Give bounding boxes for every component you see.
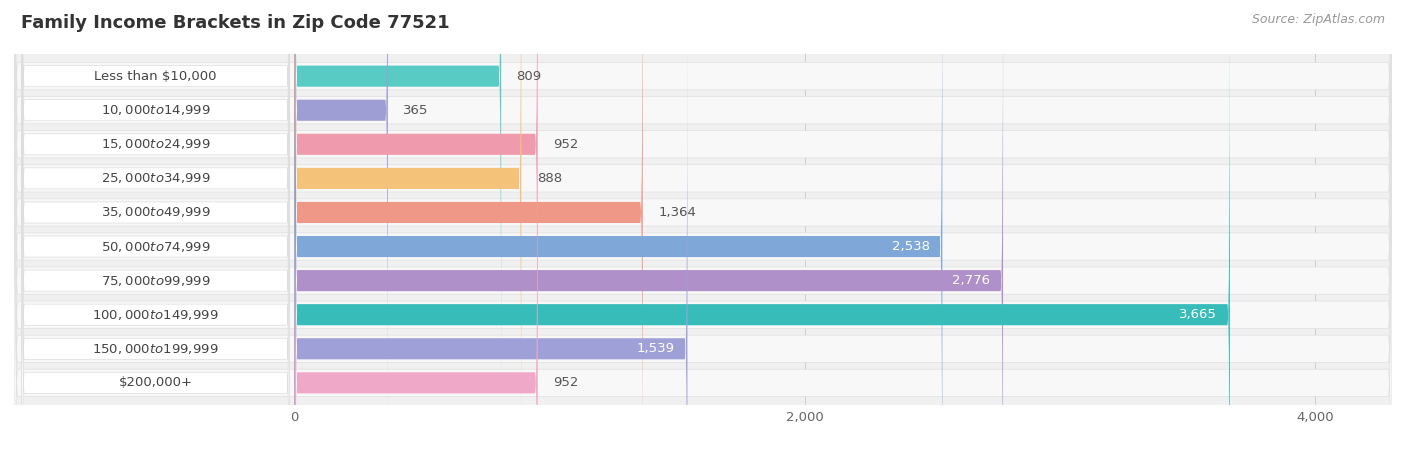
FancyBboxPatch shape [14,0,1392,450]
FancyBboxPatch shape [295,0,388,441]
FancyBboxPatch shape [21,0,290,441]
FancyBboxPatch shape [21,53,290,450]
FancyBboxPatch shape [21,0,290,450]
FancyBboxPatch shape [295,0,1002,450]
FancyBboxPatch shape [21,0,290,450]
Text: $200,000+: $200,000+ [118,376,193,389]
FancyBboxPatch shape [295,0,522,450]
FancyBboxPatch shape [295,0,537,450]
Text: $15,000 to $24,999: $15,000 to $24,999 [101,137,211,151]
Text: $100,000 to $149,999: $100,000 to $149,999 [93,308,219,322]
Text: 888: 888 [537,172,562,185]
Text: 1,539: 1,539 [637,342,675,355]
Text: 2,538: 2,538 [891,240,929,253]
Text: 952: 952 [553,376,578,389]
Text: 365: 365 [404,104,429,117]
Text: 2,776: 2,776 [952,274,990,287]
Text: $25,000 to $34,999: $25,000 to $34,999 [101,171,211,185]
Text: $75,000 to $99,999: $75,000 to $99,999 [101,274,211,288]
FancyBboxPatch shape [295,53,537,450]
FancyBboxPatch shape [21,18,290,450]
Text: 1,364: 1,364 [658,206,696,219]
FancyBboxPatch shape [21,0,290,450]
Text: $10,000 to $14,999: $10,000 to $14,999 [101,103,211,117]
FancyBboxPatch shape [14,0,1392,450]
FancyBboxPatch shape [14,0,1392,450]
Text: $50,000 to $74,999: $50,000 to $74,999 [101,239,211,253]
FancyBboxPatch shape [14,0,1392,450]
Text: Source: ZipAtlas.com: Source: ZipAtlas.com [1251,14,1385,27]
FancyBboxPatch shape [21,0,290,450]
Text: $150,000 to $199,999: $150,000 to $199,999 [93,342,219,356]
FancyBboxPatch shape [21,0,290,450]
FancyBboxPatch shape [14,0,1392,450]
FancyBboxPatch shape [14,0,1392,450]
FancyBboxPatch shape [295,0,643,450]
FancyBboxPatch shape [295,18,688,450]
Text: 952: 952 [553,138,578,151]
FancyBboxPatch shape [21,0,290,450]
FancyBboxPatch shape [295,0,1230,450]
FancyBboxPatch shape [14,0,1392,450]
FancyBboxPatch shape [14,0,1392,450]
FancyBboxPatch shape [14,0,1392,450]
Text: Less than $10,000: Less than $10,000 [94,70,217,83]
Text: Family Income Brackets in Zip Code 77521: Family Income Brackets in Zip Code 77521 [21,14,450,32]
Text: $35,000 to $49,999: $35,000 to $49,999 [101,206,211,220]
FancyBboxPatch shape [21,0,290,406]
FancyBboxPatch shape [295,0,942,450]
FancyBboxPatch shape [14,0,1392,450]
Text: 3,665: 3,665 [1180,308,1218,321]
Text: 809: 809 [516,70,541,83]
FancyBboxPatch shape [295,0,501,406]
